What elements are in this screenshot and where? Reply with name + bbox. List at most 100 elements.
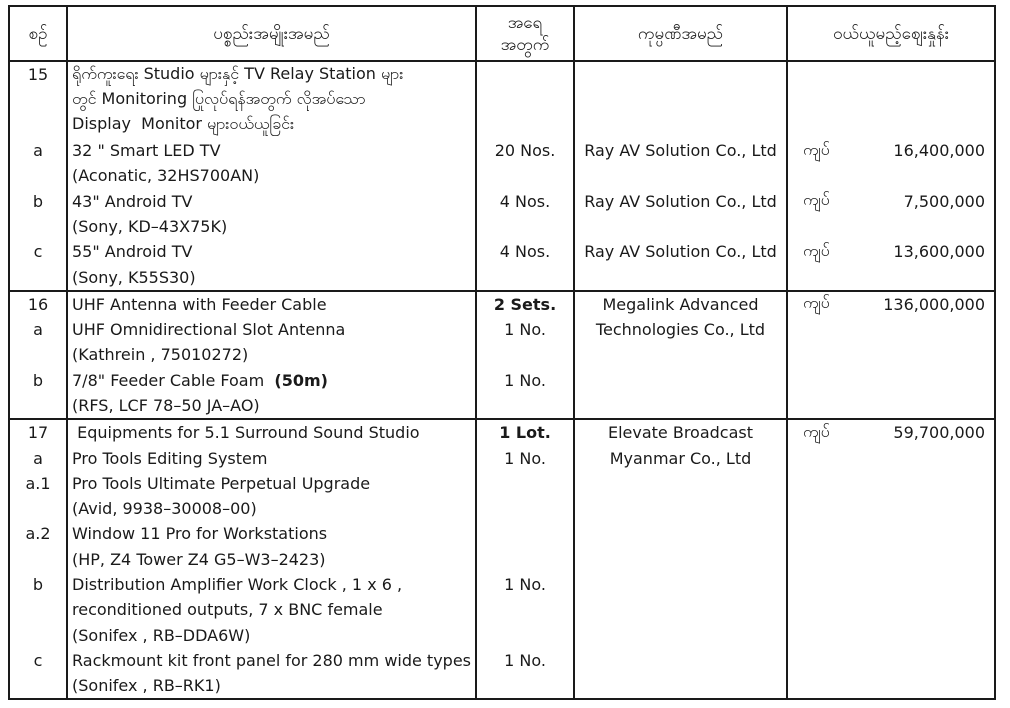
price-cell [788, 342, 994, 367]
table-row: b 43" Android TV 4 Nos. Ray AV Solution Co.… [10, 188, 994, 214]
qty-cell [477, 213, 575, 240]
qty-cell: 4 Nos. [477, 239, 575, 265]
header-company: ကုမ္ပဏီအမည် [575, 7, 788, 60]
header-quantity-line2: အတွက် [500, 34, 550, 55]
qty-cell: 1 No. [477, 316, 575, 343]
row-no: b [10, 571, 68, 598]
item-cell: 7/8" Feeder Cable Foam (50m) [68, 367, 477, 393]
row-no [10, 264, 68, 290]
company-cell [575, 392, 788, 419]
row-no: b [10, 188, 68, 214]
item-cell: (HP, Z4 Tower Z4 G5–W3–2423) [68, 546, 477, 572]
company-cell [575, 470, 788, 497]
price-cell [788, 471, 994, 496]
qty-cell: 1 No. [477, 445, 575, 471]
procurement-table: စဉ် ပစ္စည်းအမျိုးအမည် အရေ အတွက် ကုမ္ပဏီအ… [8, 5, 996, 701]
company-cell [575, 112, 788, 138]
price-cell [788, 393, 994, 418]
price-amount: 59,700,000 [893, 423, 985, 443]
company-cell: Elevate Broadcast [575, 420, 788, 446]
table-row: Display Monitor များဝယ်ယူခြင်း [10, 112, 994, 138]
company-cell [575, 367, 788, 393]
price-cell: ကျပ် 16,400,000 [788, 138, 994, 163]
company-cell: Megalink Advanced [575, 291, 788, 317]
table-section-3: 17 Equipments for 5.1 Surround Sound Stu… [10, 418, 994, 699]
company-cell [575, 87, 788, 113]
price-amount: 13,600,000 [893, 242, 985, 262]
company-cell [575, 264, 788, 290]
qty-cell [477, 342, 575, 368]
item-cell: 43" Android TV [68, 188, 477, 214]
item-cell: Pro Tools Editing System [68, 445, 477, 471]
company-cell: Ray AV Solution Co., Ltd [575, 188, 788, 214]
price-cell [788, 521, 994, 546]
item-cell: (Sony, K55S30) [68, 264, 477, 290]
price-amount: 7,500,000 [903, 191, 985, 211]
item-cell: ရိုက်ကူးရေး Studio များနှင့် TV Relay St… [68, 62, 477, 88]
currency-label: ကျပ် [803, 293, 830, 313]
table-row: c Rackmount kit front panel for 280 mm wi… [10, 647, 994, 674]
price-cell [788, 623, 994, 648]
company-cell [575, 571, 788, 598]
price-cell [788, 445, 994, 470]
row-no [10, 213, 68, 240]
qty-cell: 20 Nos. [477, 137, 575, 164]
qty-cell [477, 673, 575, 699]
table-body: 15 ရိုက်ကူးရေး Studio များနှင့် TV Relay … [10, 62, 994, 699]
row-no: c [10, 239, 68, 265]
price-cell [788, 62, 994, 87]
company-cell [575, 673, 788, 699]
item-cell: (Sonifex , RB–RK1) [68, 673, 477, 699]
row-no [10, 392, 68, 419]
price-cell [788, 673, 994, 698]
qty-cell: 1 No. [477, 571, 575, 598]
qty-cell [477, 392, 575, 419]
header-quantity: အရေ အတွက် [477, 7, 575, 60]
table-row: (Sony, KD–43X75K) [10, 213, 994, 240]
item-cell: (Avid, 9938–30008–00) [68, 496, 477, 522]
row-no [10, 87, 68, 113]
table-row: a.2 Window 11 Pro for Workstations [10, 521, 994, 547]
table-row: (Sonifex , RB–RK1) [10, 673, 994, 699]
table-row: (Sony, K55S30) [10, 264, 994, 290]
item-cell: Display Monitor များဝယ်ယူခြင်း [68, 112, 477, 138]
table-section-1: 15 ရိုက်ကူးရေး Studio များနှင့် TV Relay … [10, 62, 994, 290]
table-row: a Pro Tools Editing System 1 No. Myanmar Co… [10, 445, 994, 471]
table-header-row: စဉ် ပစ္စည်းအမျိုးအမည် အရေ အတွက် ကုမ္ပဏီအ… [10, 7, 994, 62]
table-row: a UHF Omnidirectional Slot Antenna 1 No. Te… [10, 316, 994, 343]
company-cell: Technologies Co., Ltd [575, 316, 788, 343]
item-bold-text: (50m) [274, 370, 328, 390]
company-cell [575, 647, 788, 674]
item-cell: Window 11 Pro for Workstations [68, 521, 477, 547]
table-row: b 7/8" Feeder Cable Foam (50m) 1 No. [10, 367, 994, 393]
row-no: a [10, 445, 68, 471]
price-amount: 16,400,000 [893, 141, 985, 161]
table-row: (Kathrein , 75010272) [10, 342, 994, 368]
price-cell [788, 87, 994, 112]
price-cell [788, 597, 994, 622]
row-no: 15 [10, 62, 68, 88]
table-row: တွင် Monitoring ပြုလုပ်ရန်အတွက် လိုအပ်သေ… [10, 87, 994, 113]
row-no: c [10, 647, 68, 674]
qty-cell [477, 264, 575, 290]
header-item-name: ပစ္စည်းအမျိုးအမည် [68, 7, 477, 60]
row-no [10, 597, 68, 623]
currency-label: ကျပ် [803, 190, 830, 210]
company-cell [575, 622, 788, 648]
row-no: a.1 [10, 470, 68, 497]
row-no [10, 496, 68, 522]
price-cell [788, 113, 994, 138]
price-cell [788, 368, 994, 393]
item-cell: (RFS, LCF 78–50 JA–AO) [68, 392, 477, 419]
item-cell: 32 " Smart LED TV [68, 137, 477, 164]
row-no: a [10, 316, 68, 343]
qty-cell [477, 496, 575, 522]
item-cell: reconditioned outputs, 7 x BNC female [68, 597, 477, 623]
row-no [10, 622, 68, 648]
currency-label: ကျပ် [803, 240, 830, 260]
item-cell: Rackmount kit front panel for 280 mm wid… [68, 647, 477, 674]
header-no: စဉ် [10, 7, 68, 60]
item-cell: Equipments for 5.1 Surround Sound Studio [68, 420, 477, 446]
price-cell: ကျပ် 7,500,000 [788, 188, 994, 213]
